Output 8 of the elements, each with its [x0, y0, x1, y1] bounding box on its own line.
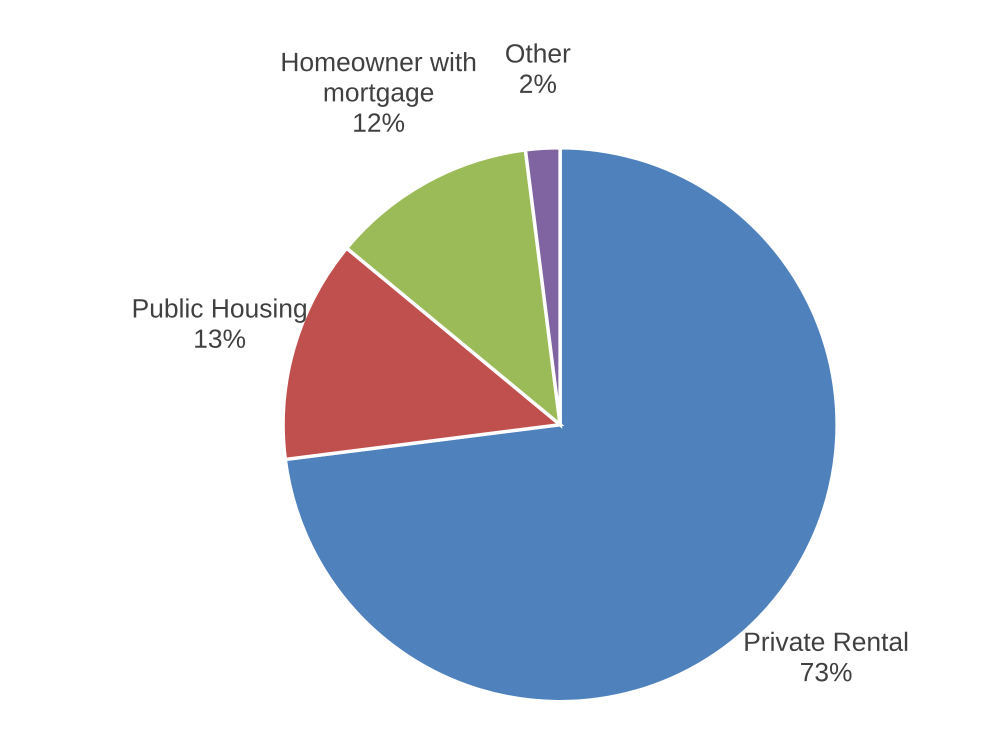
slice-label: Other: [506, 43, 570, 63]
slice-label: Public Housing: [134, 298, 306, 323]
data-label: 73%: [801, 662, 852, 682]
slice-label: Private Rental: [745, 632, 908, 652]
data-label: 2%: [520, 74, 556, 93]
slice-label: Homeowner with mortgage: [282, 52, 476, 107]
data-label: 12%: [354, 113, 404, 132]
data-label: 13%: [195, 329, 246, 348]
